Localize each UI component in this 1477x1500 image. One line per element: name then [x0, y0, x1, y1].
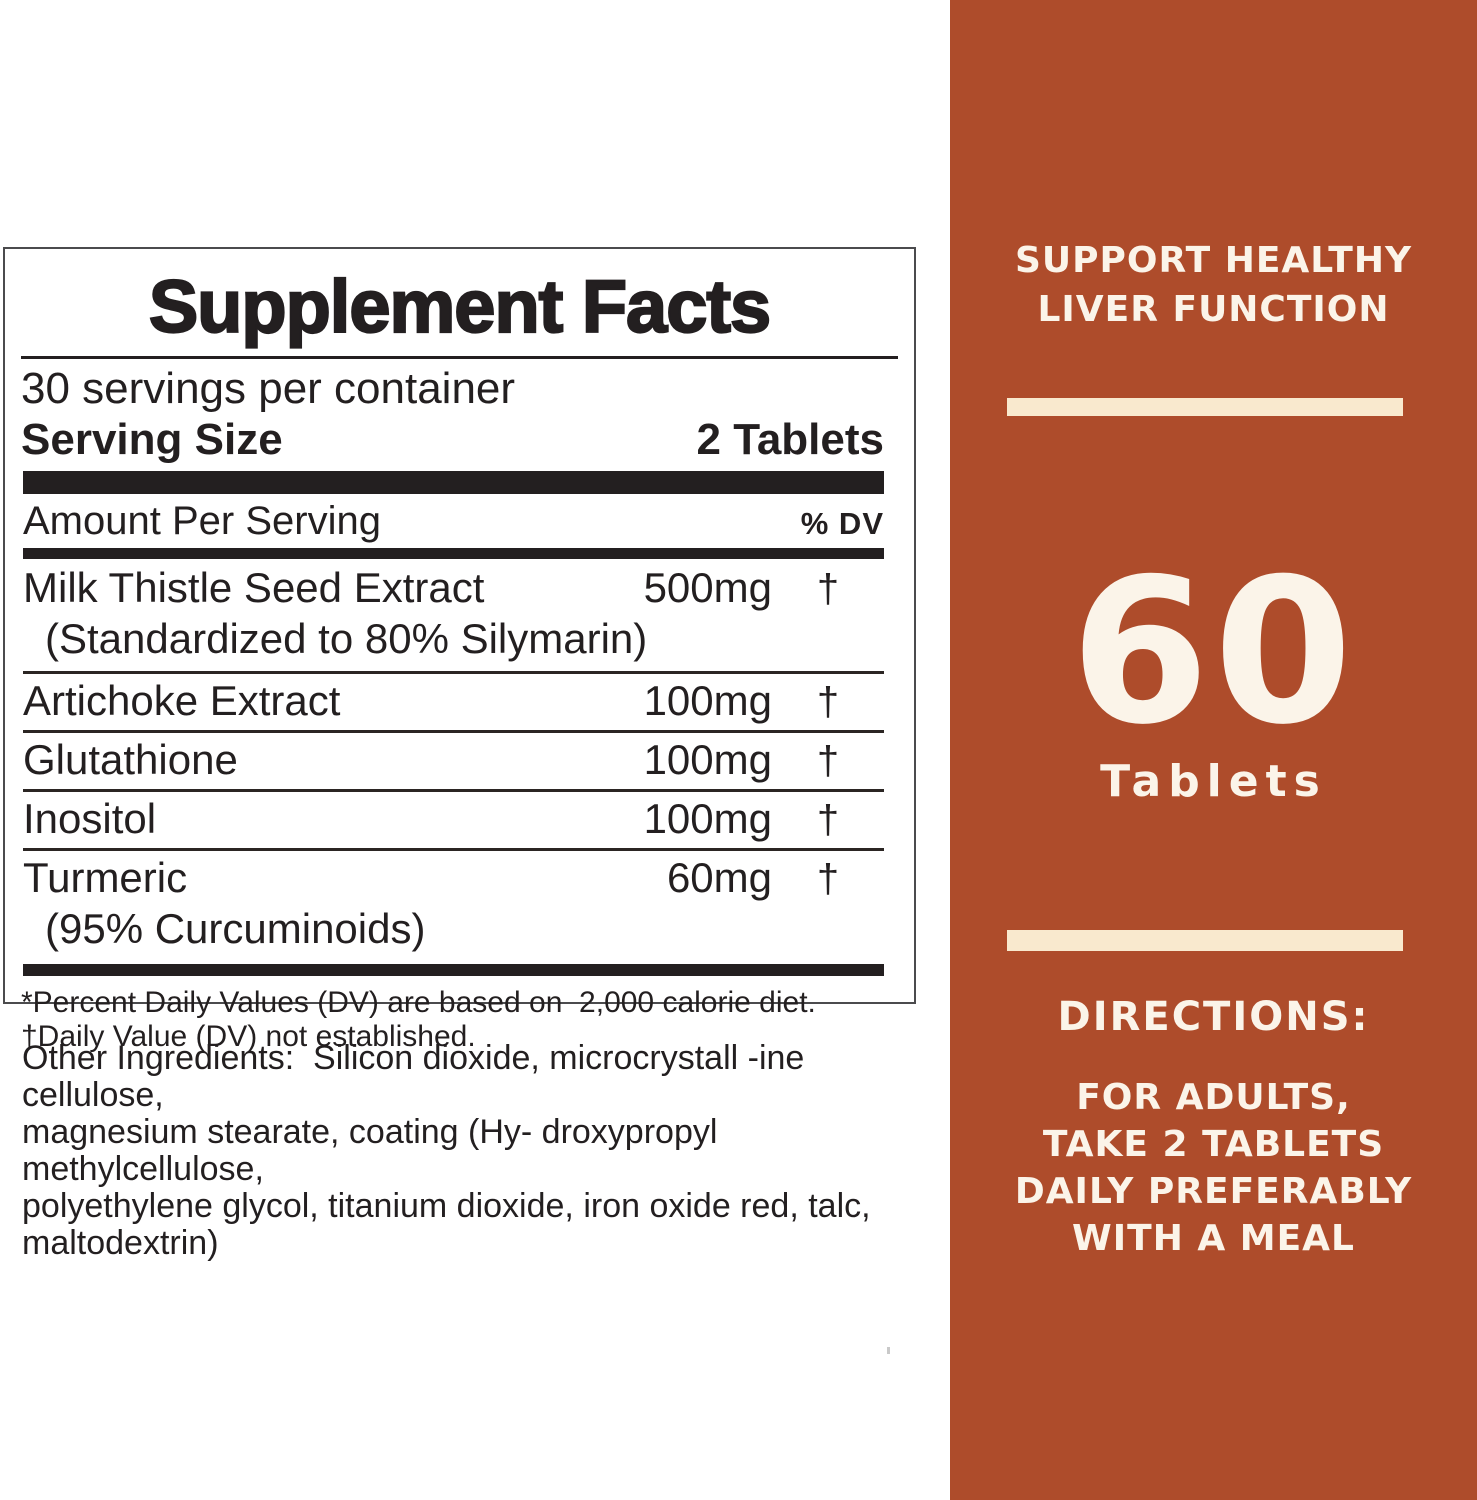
ingredient-name: Milk Thistle Seed Extract: [23, 564, 485, 611]
ingredient-dv: †: [816, 567, 840, 611]
supplement-facts-panel: Supplement Facts 30 servings per contain…: [3, 247, 916, 1053]
ingredient-name: Glutathione: [23, 736, 238, 783]
row-divider: [23, 671, 884, 674]
tablet-count: 60: [1070, 536, 1357, 769]
directions-line: DAILY PREFERABLY: [1014, 1171, 1413, 1212]
directions-line: FOR ADULTS,: [1076, 1077, 1351, 1118]
ingredient-dv: †: [816, 739, 840, 783]
ingredient-amount: 100mg: [643, 795, 772, 842]
title-rule: [21, 356, 898, 359]
serving-size-row: Serving Size 2 Tablets: [21, 415, 898, 465]
ingredient-amount: 500mg: [643, 564, 772, 611]
percent-dv-label: % DV: [800, 506, 884, 541]
ingredient-amount: 60mg: [666, 854, 772, 901]
footnotes: *Percent Daily Values (DV) are based on …: [21, 986, 816, 1053]
ingredient-name: Inositol: [23, 795, 157, 842]
row-divider: [23, 848, 884, 851]
headline: SUPPORT HEALTHY LIVER FUNCTION: [950, 236, 1477, 334]
ingredient-note: (Standardized to 80% Silymarin): [45, 615, 648, 662]
ingredient-dv: †: [816, 857, 840, 901]
table-row: Milk Thistle Seed Extract 500mg †: [23, 561, 884, 614]
servings-per-container: 30 servings per container: [21, 364, 516, 413]
side-panel: SUPPORT HEALTHY LIVER FUNCTION 60 Tablet…: [950, 0, 1477, 1500]
row-divider: [23, 789, 884, 792]
divider-bar-thick: [23, 471, 884, 494]
supplement-facts-title: Supplement Facts: [148, 265, 773, 348]
dust-artifact: [887, 1347, 890, 1354]
serving-size-label: Serving Size: [21, 415, 283, 464]
headline-line: LIVER FUNCTION: [1037, 289, 1390, 330]
ingredient-amount: 100mg: [643, 736, 772, 783]
accent-bar-top: [1007, 398, 1403, 416]
row-divider: [23, 730, 884, 733]
amount-per-serving-label: Amount Per Serving: [23, 499, 381, 543]
table-row: Artichoke Extract 100mg †: [23, 674, 884, 727]
directions-line: WITH A MEAL: [1072, 1218, 1355, 1259]
table-row: Turmeric 60mg †: [23, 851, 884, 904]
ingredient-dv: †: [816, 680, 840, 724]
ingredient-dv: †: [816, 798, 840, 842]
accent-bar-bottom: [1007, 930, 1403, 951]
divider-bar-medium: [23, 548, 884, 559]
headline-line: SUPPORT HEALTHY: [1014, 240, 1413, 281]
ingredient-name: Artichoke Extract: [23, 677, 341, 724]
directions-title: DIRECTIONS:: [1057, 994, 1370, 1040]
tablet-count-unit: Tablets: [1100, 756, 1327, 807]
directions-text: FOR ADULTS, TAKE 2 TABLETS DAILY PREFERA…: [950, 1074, 1477, 1262]
directions-line: TAKE 2 TABLETS: [1042, 1124, 1385, 1165]
ingredient-amount: 100mg: [643, 677, 772, 724]
divider-bar-bottom: [23, 964, 884, 976]
table-row: Inositol 100mg †: [23, 792, 884, 845]
ingredient-name: Turmeric: [23, 854, 188, 901]
serving-size-value: 2 Tablets: [696, 415, 884, 464]
amount-header-row: Amount Per Serving % DV: [21, 494, 898, 548]
table-row: Glutathione 100mg †: [23, 733, 884, 786]
other-ingredients-text: Other Ingredients: Silicon dioxide, micr…: [22, 1039, 871, 1262]
ingredient-note: (95% Curcuminoids): [45, 905, 426, 952]
ingredient-table: Milk Thistle Seed Extract 500mg † (Stand…: [23, 561, 884, 958]
